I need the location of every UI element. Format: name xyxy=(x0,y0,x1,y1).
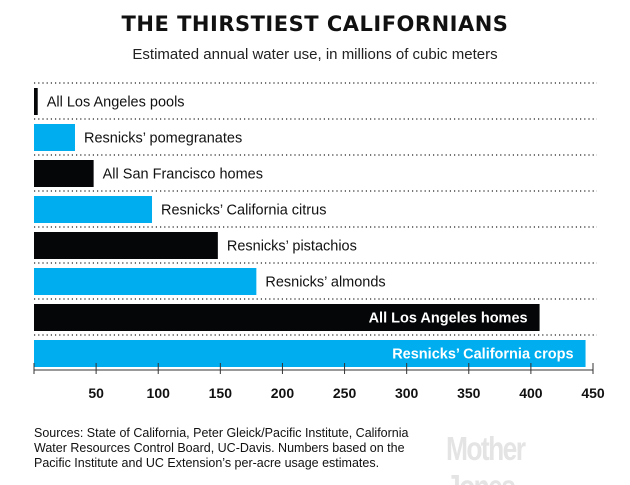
x-tick-label: 200 xyxy=(271,385,295,401)
x-tick-label: 100 xyxy=(147,385,171,401)
bar-label: Resnicks’ California citrus xyxy=(161,203,326,219)
mother-jones-logo: Mother Jones xyxy=(446,430,526,485)
bar-label: Resnicks’ almonds xyxy=(265,275,385,291)
bar-label: All Los Angeles homes xyxy=(369,311,528,327)
bar xyxy=(34,340,586,367)
x-tick-label: 450 xyxy=(581,385,605,401)
bar-label: Resnicks’ pomegranates xyxy=(84,131,242,147)
bar xyxy=(34,160,94,187)
bar-label: Resnicks’ California crops xyxy=(392,347,573,363)
bar-chart: All Los Angeles pools Resnicks’ pomegrana… xyxy=(33,82,605,401)
x-tick-label: 150 xyxy=(209,385,233,401)
chart-subtitle: Estimated annual water use, in millions … xyxy=(132,46,498,63)
x-tick-label: 350 xyxy=(457,385,481,401)
chart-title: THE THIRSTIEST CALIFORNIANS xyxy=(121,12,509,36)
bar xyxy=(34,124,75,151)
bar xyxy=(34,304,540,331)
x-tick-label: 50 xyxy=(88,385,104,401)
x-tick-label: 250 xyxy=(333,385,357,401)
x-tick-label: 300 xyxy=(395,385,419,401)
x-tick-label: 400 xyxy=(519,385,543,401)
source-note: Sources: State of California, Peter Glei… xyxy=(34,426,409,470)
bar xyxy=(34,196,153,223)
bar-label: All San Francisco homes xyxy=(103,167,263,183)
bar xyxy=(34,232,218,259)
bar xyxy=(34,268,257,295)
bar xyxy=(34,88,38,115)
bar-label: Resnicks’ pistachios xyxy=(227,239,357,255)
bar-label: All Los Angeles pools xyxy=(47,95,185,111)
